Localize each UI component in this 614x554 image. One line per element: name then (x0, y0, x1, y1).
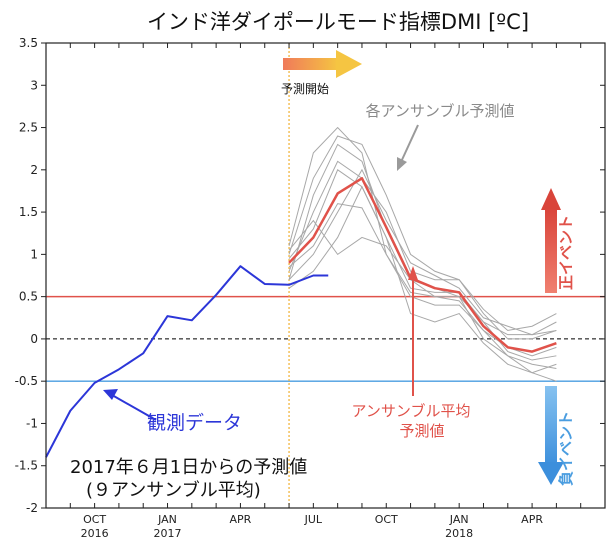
y-tick-label: 3 (30, 78, 38, 92)
x-tick-label: JAN (449, 513, 469, 526)
y-tick-label: 1 (30, 247, 38, 261)
mean-pointer-head (408, 266, 418, 280)
ensemble-member-line-2 (288, 160, 557, 340)
forecast-note-1: 2017年６月1日からの予測値 (70, 457, 307, 478)
forecast-start-arrow (283, 50, 362, 78)
ensemble-member-line-0 (288, 143, 557, 382)
ensemble-pointer (400, 124, 419, 163)
y-tick-label: 3.5 (19, 36, 38, 50)
y-tick-label: 1.5 (19, 205, 38, 219)
y-axis: 3.5 3 2.5 2 1.5 1 0.5 0 -0.5 -1 -1.5 -2 (15, 36, 605, 515)
x-tick-label: APR (230, 513, 252, 526)
y-tick-label: -0.5 (15, 374, 38, 388)
ensemble-members (288, 126, 557, 382)
y-tick-label: -1 (26, 416, 38, 430)
ensemble-member-line-3 (288, 135, 557, 331)
x-tick-year-label: 2018 (445, 527, 473, 540)
ensemble-label: 各アンサンブル予測値 (366, 102, 515, 120)
y-tick-label: -2 (26, 501, 38, 515)
x-tick-label: OCT (83, 513, 106, 526)
forecast-note-2: (９アンサンブル平均) (86, 479, 261, 501)
ensemble-member-line-6 (288, 203, 557, 369)
positive-event-label: 正イベント (557, 215, 575, 290)
x-tick-label: JAN (157, 513, 177, 526)
ensemble_mean-line (288, 177, 557, 353)
positive-event-arrow (541, 188, 561, 293)
chart-title: インド洋ダイポールモード指標DMI [ºC] (147, 10, 529, 34)
negative-event-arrow (538, 386, 564, 485)
ensemble-member-line-8 (288, 168, 557, 336)
observed-line (45, 265, 329, 458)
x-tick-label: JUL (304, 513, 323, 526)
y-tick-label: 0.5 (19, 290, 38, 304)
x-tick-year-label: 2017 (154, 527, 182, 540)
ensemble-member-line-5 (288, 169, 557, 361)
y-tick-label: -1.5 (15, 459, 38, 473)
x-tick-label: APR (521, 513, 543, 526)
observed-pointer (111, 394, 157, 421)
mean-label-1: アンサンブル平均 (352, 402, 471, 420)
series-group (45, 177, 557, 458)
plot-frame (45, 42, 606, 509)
observed-pointer-head (103, 389, 118, 400)
mean-label-2: 予測値 (399, 422, 444, 440)
forecast-start-label: 予測開始 (281, 82, 329, 96)
ensemble-pointer-head (397, 157, 407, 171)
x-tick-label: OCT (375, 513, 398, 526)
ensemble-member-line-4 (288, 185, 557, 374)
y-tick-label: 0 (30, 332, 38, 346)
y-tick-label: 2 (30, 163, 38, 177)
x-tick-year-label: 2016 (81, 527, 109, 540)
negative-event-label: 負イベント (557, 411, 575, 486)
observed-label: 観測データ (147, 412, 242, 434)
y-tick-label: 2.5 (19, 121, 38, 135)
